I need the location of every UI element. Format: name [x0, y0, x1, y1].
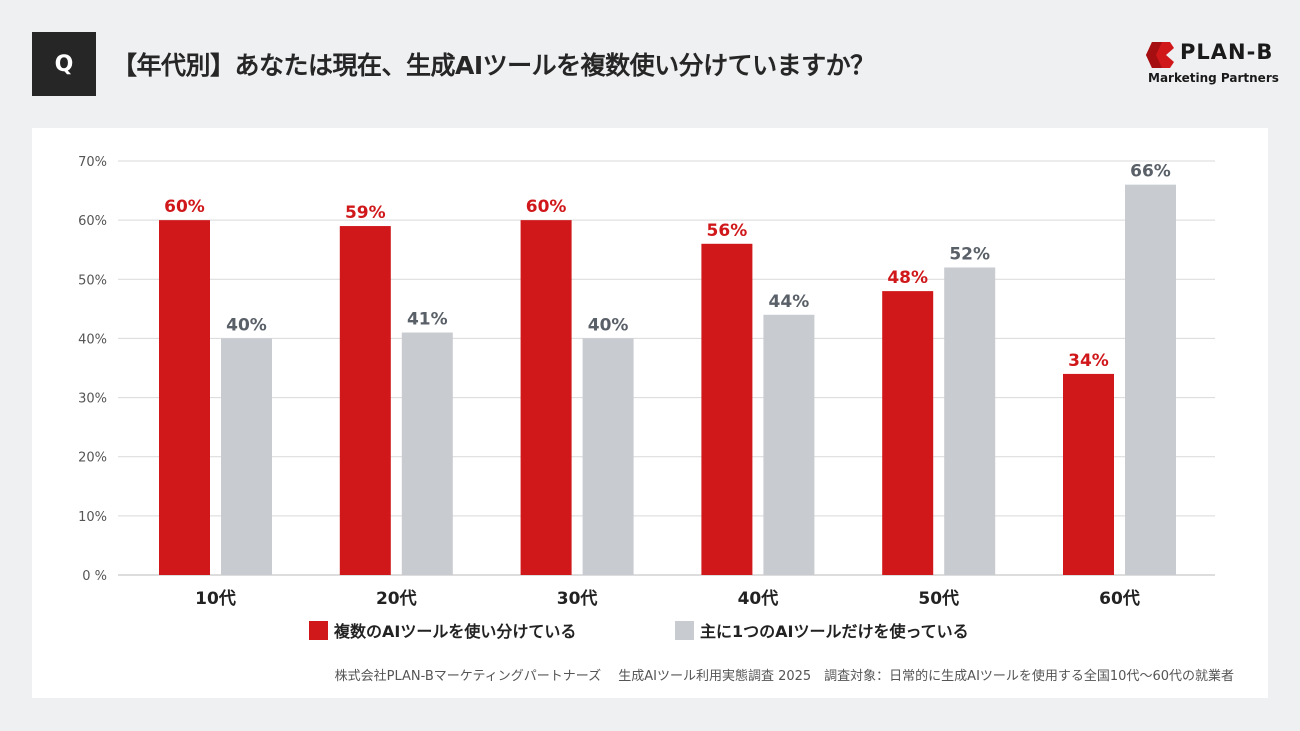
y-tick-label: 0 %	[82, 569, 107, 584]
y-tick-label: 10%	[78, 510, 107, 525]
x-tick-label: 20代	[376, 588, 417, 609]
y-tick-label: 40%	[78, 332, 107, 347]
data-label: 60%	[164, 197, 205, 217]
bar	[582, 338, 634, 575]
bar	[159, 220, 210, 575]
question-label: Q	[54, 51, 74, 77]
x-tick-label: 30代	[557, 588, 598, 609]
bar	[1063, 373, 1114, 575]
logo-name: PLAN-B	[1180, 40, 1274, 64]
data-label: 66%	[1130, 162, 1171, 182]
footer-source: 株式会社PLAN-Bマーケティングパートナーズ 生成AIツール利用実態調査 20…	[334, 669, 1234, 684]
data-label: 40%	[226, 315, 267, 335]
legend-swatch	[309, 621, 328, 640]
y-tick-label: 60%	[78, 214, 107, 229]
bar	[882, 291, 934, 575]
legend-label: 複数のAIツールを使い分けている	[333, 622, 576, 641]
question-badge: Q	[32, 32, 96, 96]
bar	[339, 226, 391, 576]
page-title: 【年代別】あなたは現在、生成AIツールを複数使い分けていますか？	[112, 51, 875, 80]
y-tick-label: 70%	[78, 155, 107, 170]
data-label: 56%	[707, 221, 748, 241]
bar	[701, 243, 753, 576]
data-label: 34%	[1068, 351, 1109, 371]
legend-label: 主に1つのAIツールだけを使っている	[700, 622, 969, 641]
bar	[221, 338, 272, 575]
x-tick-label: 10代	[195, 588, 236, 609]
data-label: 48%	[887, 268, 928, 288]
bar	[520, 220, 572, 575]
y-tick-label: 50%	[78, 273, 107, 288]
y-tick-label: 20%	[78, 451, 107, 466]
data-label: 40%	[588, 315, 629, 335]
data-label: 60%	[526, 197, 567, 217]
legend-swatch	[675, 621, 694, 640]
data-label: 44%	[769, 292, 810, 312]
bar	[944, 267, 996, 575]
data-label: 59%	[345, 203, 386, 223]
logo-subtitle: Marketing Partners	[1148, 71, 1279, 85]
bar	[763, 314, 815, 575]
logo-mark-icon	[1146, 42, 1174, 68]
y-tick-label: 30%	[78, 392, 107, 407]
bar	[1125, 184, 1176, 575]
x-tick-label: 60代	[1099, 588, 1140, 609]
data-label: 52%	[949, 244, 990, 264]
x-tick-label: 50代	[918, 588, 959, 609]
bar	[401, 332, 453, 575]
x-tick-label: 40代	[738, 588, 779, 609]
data-label: 41%	[407, 310, 448, 330]
